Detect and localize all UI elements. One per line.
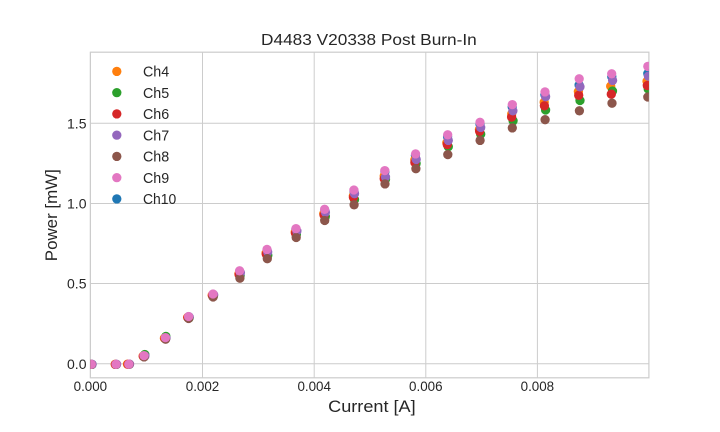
svg-text:Ch9: Ch9 — [143, 171, 169, 187]
svg-text:0.008: 0.008 — [521, 378, 555, 394]
svg-text:0.002: 0.002 — [186, 378, 220, 394]
svg-text:Power [mW]: Power [mW] — [43, 169, 61, 261]
svg-text:Ch5: Ch5 — [143, 86, 169, 102]
svg-text:D4483 V20338 Post Burn-In: D4483 V20338 Post Burn-In — [261, 32, 477, 49]
svg-text:Ch4: Ch4 — [143, 65, 169, 81]
svg-text:0.000: 0.000 — [74, 378, 108, 394]
svg-text:Ch8: Ch8 — [143, 150, 169, 166]
svg-text:1.5: 1.5 — [67, 115, 87, 131]
svg-text:1.0: 1.0 — [67, 196, 87, 212]
svg-text:Ch6: Ch6 — [143, 107, 169, 123]
svg-text:Ch7: Ch7 — [143, 129, 169, 145]
svg-text:Ch10: Ch10 — [143, 192, 176, 208]
svg-text:0.5: 0.5 — [67, 276, 87, 292]
svg-text:0.004: 0.004 — [297, 378, 331, 394]
svg-text:0.006: 0.006 — [409, 378, 443, 394]
svg-text:0.0: 0.0 — [67, 356, 87, 372]
svg-text:Current [A]: Current [A] — [328, 398, 416, 416]
